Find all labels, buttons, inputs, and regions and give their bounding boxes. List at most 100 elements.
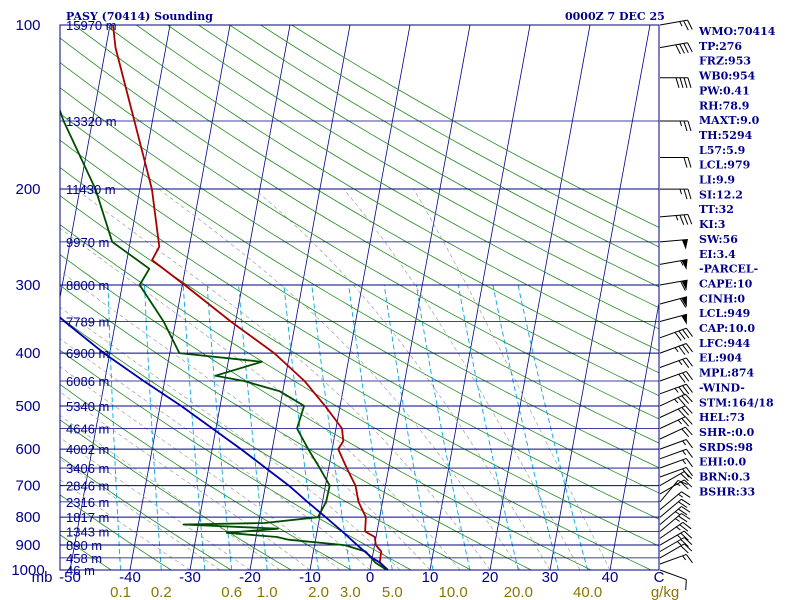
height-label: 2846 m	[66, 479, 109, 494]
temperature-tick-label: -50	[59, 569, 81, 586]
temperature-tick-label: 10	[422, 569, 439, 586]
isotherm-line	[369, 25, 471, 570]
mixing-ratio-line	[238, 284, 268, 570]
temperature-tick-label: 20	[482, 569, 499, 586]
wind-barb	[659, 466, 693, 478]
wind-barb	[659, 553, 693, 565]
dry-adiabat	[198, 25, 659, 288]
height-label: 46 m	[66, 563, 95, 578]
isotherm-line	[429, 25, 531, 570]
pressure-tick-label: 100	[15, 17, 40, 34]
sounding-index: BSHR:33	[699, 485, 755, 498]
height-label: 6900 m	[66, 346, 109, 361]
dry-adiabat	[60, 224, 653, 570]
pressure-tick-label: 800	[15, 509, 40, 526]
mixing-ratio-tick-label: 5.0	[382, 584, 403, 600]
wind-barb	[659, 327, 693, 341]
wind-barb	[659, 530, 693, 546]
wind-barb	[660, 188, 692, 200]
mixing-ratio-axis: 0.1 0.2 0.6 1.0 2.0 3.0 5.0 10.0 20.0 40.0 g/kg	[110, 584, 679, 600]
dry-adiabat	[136, 25, 659, 330]
dry-adiabat	[60, 167, 659, 520]
dry-adiabat	[60, 195, 659, 547]
temperature-tick-label: 30	[542, 569, 559, 586]
temperature-tick-label: mb	[32, 569, 53, 586]
temperature-tick-label: 40	[602, 569, 619, 586]
dry-adiabat	[60, 37, 659, 397]
dry-adiabat	[60, 139, 659, 494]
isotherm-line	[549, 25, 651, 570]
dry-adiabat	[60, 419, 292, 570]
sounding-index: CINH:0	[699, 292, 745, 305]
mixing-ratio-tick-label: 0.2	[151, 584, 172, 600]
wind-barb	[659, 439, 693, 450]
pressure-tick-label: 600	[15, 441, 40, 458]
dry-adiabat	[60, 284, 532, 570]
height-label: 1343 m	[66, 525, 109, 540]
temperature-tick-label: 0	[366, 569, 374, 586]
sounding-index: SI:12.2	[699, 188, 743, 201]
wind-barb	[659, 259, 688, 270]
dry-adiabat	[60, 87, 659, 444]
height-label: 3406 m	[66, 461, 109, 476]
mixing-ratio-line	[206, 284, 233, 570]
mixing-ratio-line	[348, 284, 393, 570]
mixing-ratio-line	[383, 284, 434, 570]
dry-adiabat	[60, 113, 659, 469]
mixing-ratio-tick-label: g/kg	[651, 584, 679, 600]
sounding-index: LCL:949	[699, 307, 750, 320]
parcel-trace	[60, 316, 389, 570]
wind-barb	[659, 448, 693, 460]
height-label: 5340 m	[66, 399, 109, 414]
dry-adiabat	[73, 25, 659, 374]
height-label: 4646 m	[66, 421, 109, 436]
wind-barb	[659, 405, 693, 418]
sounding-index: -WIND-	[699, 381, 745, 394]
pressure-tick-label: 700	[15, 478, 40, 495]
height-label: 15970 m	[66, 18, 117, 33]
temperature-trace	[112, 25, 389, 570]
pressure-tick-label: 300	[15, 277, 40, 294]
wind-barb	[659, 213, 693, 226]
dry-adiabat	[60, 316, 472, 570]
isotherm-line	[249, 25, 351, 570]
height-label: 890 m	[66, 538, 102, 553]
sounding-index: LCL:979	[699, 159, 750, 172]
isotherm-line	[60, 25, 111, 300]
wind-barb	[659, 569, 687, 591]
height-label: 2316 m	[66, 495, 109, 510]
dry-adiabat	[60, 349, 412, 570]
pressure-axis: 100 200 300 400 500 600 700 800 900 1000	[11, 17, 44, 579]
dry-adiabat	[60, 534, 112, 570]
sounding-index: EL:904	[699, 352, 742, 365]
wind-barb	[660, 77, 692, 88]
dry-adiabat	[229, 25, 659, 268]
wind-barb	[659, 279, 688, 291]
mixing-ratio-tick-label: 0.6	[221, 584, 242, 600]
mixing-ratio-tick-label: 20.0	[504, 584, 533, 600]
wind-barb	[659, 357, 693, 368]
dry-adiabat	[60, 62, 659, 420]
sounding-index: RH:78.9	[699, 99, 749, 112]
height-label: 6086 m	[66, 374, 109, 389]
sounding-index: EI:3.4	[699, 248, 736, 261]
moist-adiabat	[343, 188, 581, 570]
sounding-index: CAP:10.0	[699, 322, 755, 335]
dry-adiabat	[60, 456, 232, 570]
height-labels: 15970 m 13320 m 11430 m 9970 m 8800 m 7789 m 6…	[66, 18, 117, 578]
wind-barb	[659, 296, 688, 308]
wind-barb	[659, 238, 688, 250]
isotherm-line	[609, 300, 659, 570]
observation-time: 0000Z 7 DEC 25	[565, 10, 665, 23]
station-title: PASY (70414) Sounding	[66, 10, 213, 23]
moist-adiabat	[60, 306, 401, 570]
sounding-index: -PARCEL-	[699, 263, 758, 276]
pressure-tick-label: 1000	[11, 562, 44, 579]
wind-barb	[659, 42, 693, 55]
height-label: 1817 m	[66, 510, 109, 525]
sounding-index: LFC:944	[699, 337, 751, 350]
isotherm-line	[489, 25, 591, 570]
moist-adiabat	[60, 227, 461, 570]
dry-adiabat	[167, 25, 659, 309]
